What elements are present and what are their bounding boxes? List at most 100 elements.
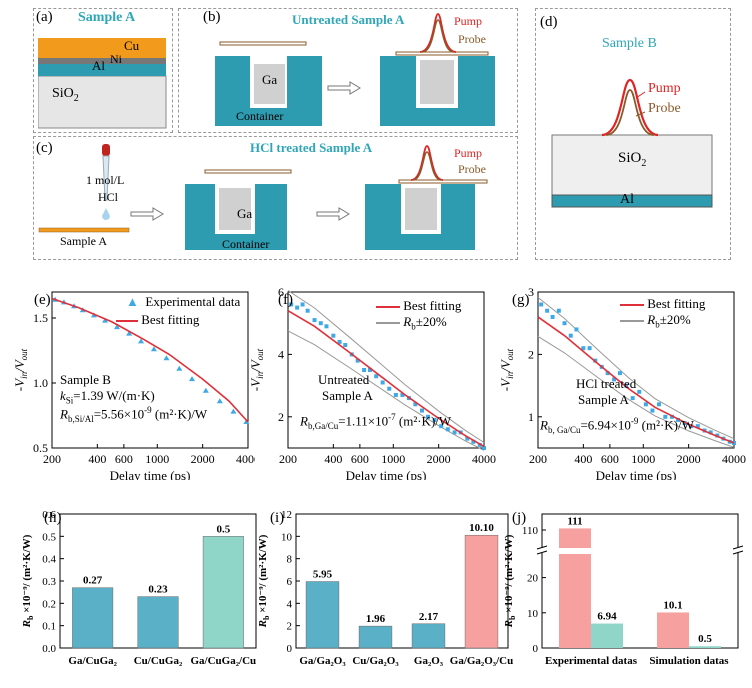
panel-c-tag: (c) — [36, 140, 53, 156]
data-point — [545, 308, 550, 313]
x-tick-label: 400 — [88, 452, 106, 466]
panel-d-title: Sample B — [602, 36, 657, 51]
legend-g-rb: Rb±20% — [620, 312, 691, 330]
probe-label-c: Probe — [458, 162, 486, 176]
bar — [137, 596, 179, 649]
panel-b-title: Untreated Sample A — [292, 12, 405, 27]
bar — [591, 623, 623, 648]
data-point — [163, 355, 170, 361]
x-category-label: Experimental datas — [545, 655, 638, 667]
bar — [689, 646, 721, 648]
data-point — [400, 392, 405, 397]
data-point — [374, 374, 379, 379]
dropper-tube — [102, 155, 110, 201]
y-axis-label: -Vin/Vout — [248, 348, 265, 391]
chart-g: 200 400 600 1000 2000 4000 Delay time (ps) 1 2 3 -… — [500, 285, 746, 480]
container-left — [215, 56, 322, 126]
data-point — [650, 408, 655, 413]
legend-g-fit: Best fitting — [620, 296, 705, 312]
anno-e-1: Sample B — [60, 372, 111, 387]
panel-a-tag: (a) — [36, 9, 53, 25]
data-point — [439, 424, 444, 429]
data-point — [605, 371, 610, 376]
y-axis-label: Rb ×10⁻⁹/ (m²·K/W) — [503, 534, 517, 628]
y-axis-label: Rb ×10⁻⁹/ (m²·K/W) — [21, 534, 35, 628]
data-point — [708, 430, 713, 435]
data-point — [574, 327, 579, 332]
data-point — [362, 368, 367, 372]
chart-e-tag: (e) — [34, 292, 51, 308]
bar-value-label: 2.17 — [419, 611, 439, 623]
x-tick-label: 200 — [43, 452, 61, 466]
data-point — [643, 402, 648, 407]
y-tick-label: 0.2 — [42, 598, 56, 610]
ni-label: Ni — [110, 52, 122, 66]
cu-label: Cu — [124, 38, 140, 53]
sample-strip — [219, 41, 307, 46]
x-category-label: Ga/CuGa₂ — [68, 655, 117, 667]
al-block-d — [551, 194, 713, 208]
anno-f-3: Rb,Ga/Cu=1.11×10-7 (m²·K)/W — [300, 412, 452, 431]
y-tick-label: 1.5 — [33, 311, 48, 325]
data-point — [539, 302, 544, 307]
data-point — [176, 365, 183, 371]
arrow-right — [327, 81, 361, 95]
pump-label-b: Pump — [454, 14, 483, 28]
sample-a-label: Sample A — [60, 234, 107, 248]
rb-plus-20-line — [537, 297, 735, 440]
container-c-right — [365, 184, 475, 250]
pump-pulse-d — [601, 78, 659, 137]
y-axis-label: -Vin/Vout — [12, 348, 29, 391]
x-category-label: Ga/Ga₂O₃ — [299, 655, 346, 667]
bar — [464, 534, 499, 649]
data-point — [355, 358, 360, 363]
probe-label-d: Probe — [648, 101, 681, 116]
y-tick-label: 0.0 — [42, 643, 56, 655]
panel-b-tag: (b) — [203, 9, 221, 25]
data-point — [113, 324, 120, 330]
container-right — [380, 56, 495, 126]
bar-value-label: 5.95 — [313, 569, 333, 581]
x-axis-label: Delay time (ps) — [110, 468, 191, 480]
data-point — [587, 346, 592, 351]
bar — [305, 581, 340, 649]
bar-value-label: 0.27 — [83, 575, 103, 587]
x-category-label: Cu/Ga₂O₃ — [352, 655, 399, 667]
al-label-d: Al — [620, 192, 634, 207]
panel-c-title: HCl treated Sample A — [250, 140, 373, 155]
data-point — [452, 430, 457, 435]
x-tick-label: 4000 — [236, 452, 255, 466]
hcl-label: HCl — [98, 190, 119, 204]
y-tick-label: 20 — [527, 573, 539, 585]
data-point — [663, 414, 668, 419]
data-point — [695, 424, 700, 429]
data-point — [426, 414, 431, 419]
bar-value-label: 0.23 — [148, 584, 168, 596]
rb-minus-20-line — [537, 336, 735, 448]
sio2-label-d: SiO2 — [618, 150, 647, 169]
y-tick-label: 0.1 — [42, 621, 56, 633]
y-tick-label: 2 — [287, 621, 293, 633]
data-point — [126, 330, 133, 336]
data-point — [562, 321, 567, 326]
data-point — [102, 317, 109, 323]
data-point — [413, 402, 418, 407]
data-point — [568, 333, 573, 338]
x-tick-label: 1000 — [631, 452, 655, 466]
data-point — [581, 346, 586, 351]
axis-break-gap — [735, 548, 741, 553]
data-point — [656, 402, 661, 407]
data-point — [202, 387, 209, 393]
axis-break-gap — [539, 548, 545, 553]
anno-g-2: Sample A — [578, 392, 629, 407]
chart-f: 200 400 600 1000 2000 4000 Delay time (ps) 2 4 6 -… — [248, 285, 496, 480]
x-tick-label: 2000 — [427, 452, 451, 466]
y-tick-label: 10 — [281, 531, 293, 543]
chart-i-tag: (i) — [270, 510, 285, 526]
anno-e-3: Rb,Si/Al=5.56×10-9 (m²·K)/W — [60, 405, 208, 424]
x-tick-label: 600 — [601, 452, 619, 466]
y-axis-label: Rb ×10⁻⁹/ (m²·K/W) — [257, 534, 271, 628]
x-tick-label: 600 — [351, 452, 369, 466]
chart-j: 0 10 20 110 Rb ×10⁻⁹/ (m²·K/W) 111 6.94 Experim… — [503, 513, 744, 667]
axis-break-mark — [536, 550, 548, 555]
